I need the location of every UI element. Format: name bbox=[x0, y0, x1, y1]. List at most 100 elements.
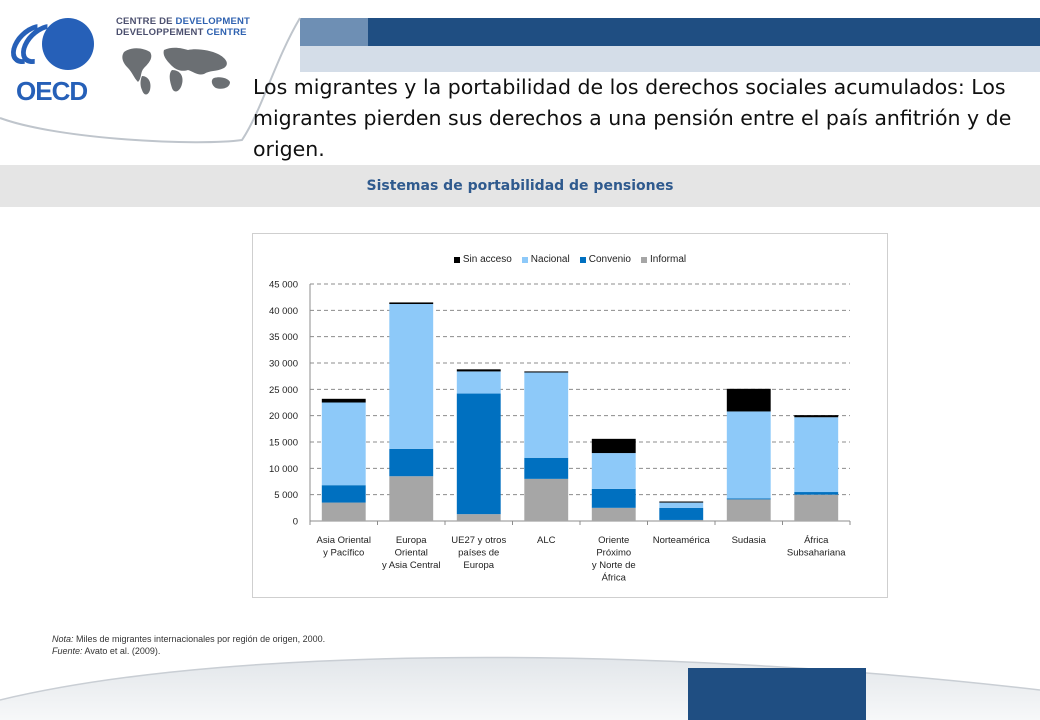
legend-label: Sin acceso bbox=[462, 254, 512, 265]
bar-segment bbox=[321, 398, 366, 403]
y-tick-label: 45 000 bbox=[269, 280, 298, 291]
bar-segment bbox=[726, 499, 771, 521]
slide-title: Los migrantes y la portabilidad de los d… bbox=[253, 75, 1012, 161]
x-tick-label: Norteamérica bbox=[653, 535, 711, 546]
legend-item: Nacional bbox=[521, 254, 570, 265]
y-tick-label: 10 000 bbox=[269, 464, 298, 475]
bar-segment bbox=[591, 438, 636, 454]
x-tick-label: África bbox=[804, 535, 829, 546]
source-text: Avato et al. (2009). bbox=[82, 646, 161, 656]
bar-segment bbox=[794, 415, 839, 418]
legend-label: Nacional bbox=[530, 254, 570, 265]
world-map-icon bbox=[122, 47, 230, 95]
x-tick-label: y Pacífico bbox=[323, 548, 364, 559]
bar-segment bbox=[524, 372, 569, 458]
bar-segment bbox=[389, 476, 434, 521]
legend-swatch bbox=[640, 256, 647, 263]
development-centre-logo: CENTRE DE DEVELOPMENT DEVELOPPEMENT CENT… bbox=[116, 16, 250, 102]
bar-segment bbox=[389, 448, 434, 477]
bar-segment bbox=[726, 411, 771, 499]
chart-container: Sin acceso Nacional Convenio Informal 0 5 00… bbox=[252, 233, 888, 598]
dev-centre-line-1: CENTRE DE DEVELOPMENT bbox=[116, 16, 250, 27]
y-tick-label: 40 000 bbox=[269, 306, 298, 317]
x-tick-label: y Norte de bbox=[592, 560, 636, 571]
bar-segment bbox=[524, 457, 569, 479]
legend-swatch bbox=[579, 256, 586, 263]
x-tick-label: Oriental bbox=[395, 548, 428, 559]
x-tick-label: Europa bbox=[463, 560, 494, 571]
bar-segment bbox=[591, 488, 636, 508]
y-tick-label: 15 000 bbox=[269, 438, 298, 449]
dev-centre-line-2: DEVELOPPEMENT CENTRE bbox=[116, 27, 247, 38]
y-tick-label: 20 000 bbox=[269, 411, 298, 422]
bar-segment bbox=[794, 417, 839, 493]
legend-item: Sin acceso bbox=[453, 254, 512, 265]
bar-segment bbox=[591, 507, 636, 521]
legend-swatch bbox=[453, 256, 460, 263]
bar-segment bbox=[659, 501, 704, 503]
x-tick-label: Europa bbox=[396, 535, 427, 546]
x-tick-label: Sudasia bbox=[732, 535, 767, 546]
bar-segment bbox=[389, 302, 434, 305]
footer-block bbox=[688, 668, 866, 720]
bar-segment bbox=[456, 514, 501, 521]
header-bar-accent bbox=[300, 18, 368, 46]
bar-segment bbox=[794, 494, 839, 521]
x-tick-label: Oriente bbox=[598, 535, 629, 546]
x-tick-label: ALC bbox=[537, 535, 556, 546]
note-text: Miles de migrantes internacionales por r… bbox=[73, 634, 326, 644]
oecd-logo: OECD bbox=[3, 16, 104, 106]
bar-segment bbox=[321, 402, 366, 486]
dev-centre-text-2a: DEVELOPPEMENT bbox=[116, 27, 207, 38]
logo-circle bbox=[42, 18, 94, 70]
chart-subtitle: Sistemas de portabilidad de pensiones bbox=[366, 178, 674, 194]
bar-segment bbox=[726, 388, 771, 412]
x-tick-label: Subsahariana bbox=[787, 548, 846, 559]
bar-segment bbox=[524, 478, 569, 521]
chart-notes: Nota: Miles de migrantes internacionales… bbox=[52, 633, 325, 657]
bar-segment bbox=[321, 502, 366, 521]
chart-legend: Sin acceso Nacional Convenio Informal bbox=[253, 254, 887, 265]
note-label: Nota: bbox=[52, 634, 74, 644]
source-label: Fuente: bbox=[52, 646, 83, 656]
source-line: Fuente: Avato et al. (2009). bbox=[52, 645, 325, 657]
bar-segment bbox=[591, 453, 636, 489]
x-tick-label: y Asia Central bbox=[382, 560, 441, 571]
x-tick-label: países de bbox=[458, 548, 499, 559]
legend-label: Convenio bbox=[588, 254, 631, 265]
dev-centre-text-1b: DEVELOPMENT bbox=[175, 16, 251, 27]
y-tick-label: 35 000 bbox=[269, 332, 298, 343]
legend-swatch bbox=[521, 256, 528, 263]
bar-segment bbox=[659, 502, 704, 508]
footer-swoosh-line bbox=[0, 656, 1040, 701]
legend-item: Informal bbox=[640, 254, 686, 265]
x-tick-label: África bbox=[602, 573, 627, 584]
note-line: Nota: Miles de migrantes internacionales… bbox=[52, 633, 325, 645]
dev-centre-text-2b: CENTRE bbox=[206, 27, 247, 38]
header-bar-light bbox=[300, 46, 1040, 72]
y-tick-label: 0 bbox=[293, 517, 298, 528]
bar-segment bbox=[659, 519, 704, 521]
x-tick-label: UE27 y otros bbox=[451, 535, 506, 546]
subtitle-band bbox=[0, 165, 1040, 207]
header-bar-dark bbox=[300, 18, 1040, 46]
legend-item: Convenio bbox=[579, 254, 631, 265]
bar-segment bbox=[794, 492, 839, 495]
bar-segment bbox=[456, 371, 501, 394]
y-tick-label: 30 000 bbox=[269, 359, 298, 370]
bar-segment bbox=[659, 507, 704, 520]
bar-segment bbox=[456, 369, 501, 372]
bar-segment bbox=[389, 304, 434, 449]
footer-swoosh bbox=[0, 657, 1040, 720]
bar-segment bbox=[456, 393, 501, 515]
x-tick-label: Próximo bbox=[596, 548, 631, 559]
y-tick-label: 25 000 bbox=[269, 385, 298, 396]
bar-segment bbox=[524, 371, 569, 373]
logo-word: OECD bbox=[16, 76, 88, 106]
stacked-bar-chart: 0 5 000 10 000 15 000 20 000 25 000 30 000 35 0… bbox=[269, 280, 851, 584]
y-tick-label: 5 000 bbox=[274, 490, 298, 501]
bar-segment bbox=[726, 498, 771, 500]
logo-panel-edge bbox=[0, 17, 301, 144]
bar-segment bbox=[321, 485, 366, 503]
